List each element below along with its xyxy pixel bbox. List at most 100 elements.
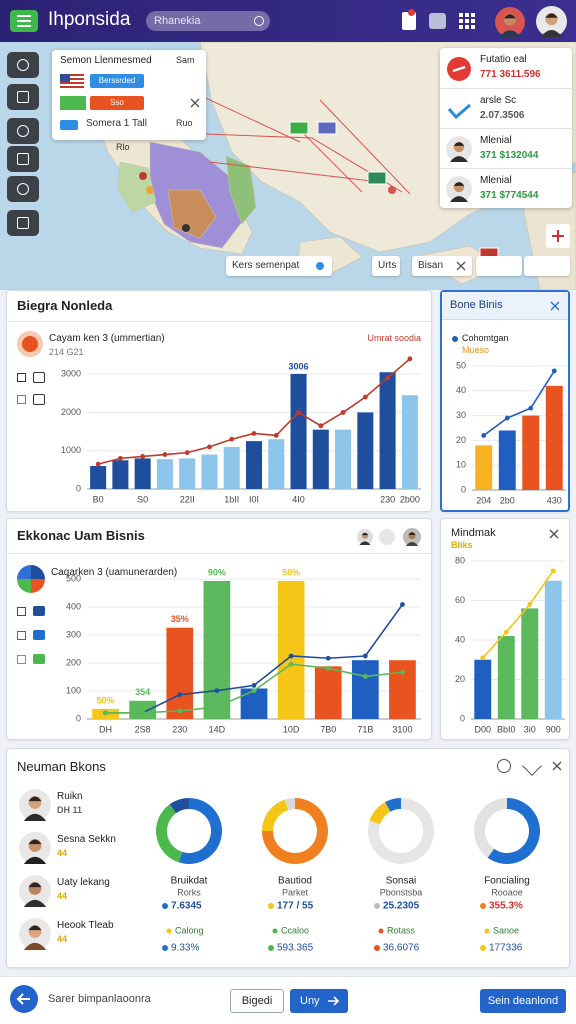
checkbox[interactable] [17, 373, 26, 382]
tag-value-dot [268, 945, 274, 951]
icon-slice [31, 565, 45, 579]
line-point [362, 674, 368, 679]
next-button[interactable] [379, 529, 395, 545]
flag-canton [60, 74, 70, 82]
line-point [140, 454, 146, 459]
donut-stat: 355.3% [489, 901, 523, 912]
tool-button[interactable] [7, 176, 39, 202]
card-title: Mindmak [451, 527, 496, 539]
tool-button[interactable] [7, 52, 39, 78]
tool-button[interactable] [7, 210, 39, 236]
y-tick-label: 0 [461, 484, 466, 494]
popup-button[interactable]: Sso [90, 96, 144, 110]
avatar-hair [453, 182, 465, 186]
settings-button[interactable] [497, 759, 511, 773]
close-icon[interactable] [549, 529, 559, 539]
map-search[interactable]: Kers semenpat [226, 256, 332, 276]
x-tick-label: 3i0 [524, 724, 536, 734]
line-point [273, 433, 279, 438]
info-list: Futatio eal 771 3611.596 arsle Sc 2.07.3506… [440, 48, 572, 208]
bar [90, 466, 107, 489]
menu-button[interactable] [10, 10, 38, 32]
bar [497, 636, 515, 719]
bar [379, 372, 396, 489]
chart-plot: 0 1000 2000 3000 B0 S0 22II 1bII I0I 4I0 230 2b00 30… [61, 356, 421, 504]
legend-icon [33, 606, 45, 616]
donut-tag: Ccaloo [281, 925, 309, 935]
checkbox[interactable] [17, 655, 26, 664]
bar-annotation: 35% [171, 614, 189, 624]
close-icon[interactable] [552, 761, 562, 771]
list-row[interactable]: arsle Sc 2.07.3506 [440, 88, 572, 128]
back-glyph [16, 993, 30, 1005]
line-point [251, 683, 257, 688]
filter-chip[interactable]: Urts [372, 256, 400, 276]
close-icon[interactable] [550, 301, 560, 311]
bar [389, 660, 416, 719]
apps-button[interactable] [459, 13, 475, 29]
chart-plot: 0 20 40 60 80 D00 BbI0 3i0 900 [455, 555, 565, 734]
x-tick-label: D00 [474, 724, 491, 734]
checkbox[interactable] [17, 607, 26, 616]
avatar [19, 789, 51, 821]
tag-value-dot [162, 945, 168, 951]
map-control[interactable] [476, 256, 522, 276]
x-tick-label: 2S8 [135, 724, 151, 734]
donut-tag: Rotass [387, 925, 416, 935]
tool-button[interactable] [7, 84, 39, 110]
back-button[interactable] [10, 985, 38, 1013]
avatar-body [23, 942, 47, 950]
list-value: 771 3611.596 [480, 69, 541, 80]
avatar-body [499, 30, 521, 37]
popup-button[interactable]: Berssrded [90, 74, 144, 88]
notification-button[interactable] [402, 9, 416, 30]
x-tick-label: S0 [137, 494, 148, 504]
bar [134, 458, 151, 489]
line-point [400, 669, 405, 675]
checkbox[interactable] [17, 631, 26, 640]
filter-chip[interactable]: Bisan [412, 256, 472, 276]
donut-segment [369, 802, 391, 825]
bar [314, 666, 342, 719]
line-point [214, 704, 220, 710]
x-tick-label: DH [99, 724, 112, 734]
donut-name: Foncialing [484, 876, 530, 887]
x-tick-label: 2b00 [400, 494, 420, 504]
donut-segment [156, 804, 183, 863]
zoom-button[interactable] [546, 224, 570, 248]
line-point [118, 455, 123, 461]
map-control[interactable] [524, 256, 570, 276]
line [483, 370, 555, 437]
stat-dot [162, 903, 168, 909]
y-tick-label: 40 [455, 634, 465, 644]
bar [335, 429, 352, 489]
footer-button[interactable]: Sein deanlond [480, 989, 566, 1013]
land [225, 155, 257, 225]
donut-segment [385, 798, 401, 812]
tool-button[interactable] [7, 118, 39, 144]
search-field[interactable]: Rhanekia [146, 11, 270, 31]
avatar [19, 875, 51, 907]
x-tick-label: 900 [546, 724, 561, 734]
map: Rlo Semon Llenmesmed Sam Berssrded Sso Somera… [0, 42, 576, 290]
map-label: Rlo [116, 142, 130, 152]
close-icon[interactable] [456, 261, 466, 271]
tool-button[interactable] [7, 146, 39, 172]
footer-button[interactable]: Uny [290, 989, 348, 1013]
donut-segment [262, 798, 328, 864]
check-button[interactable] [429, 13, 446, 29]
chart-icon [17, 565, 45, 593]
list-row[interactable]: Futatio eal 771 3611.596 [440, 48, 572, 88]
line-point [288, 661, 294, 667]
list-row[interactable]: Mlenial 371 $132044 [440, 128, 572, 168]
close-icon[interactable] [190, 98, 200, 108]
bottom-bar: Sarer bimpanlaoonra Bigedi Uny Sein deanlon… [0, 976, 576, 1024]
checkbox[interactable] [17, 395, 26, 404]
footer-button[interactable]: Bigedi [230, 989, 284, 1013]
chart-annotation: Umrat soodia [367, 333, 421, 343]
line-point [550, 568, 556, 574]
list-row[interactable]: Mlenial 371 $774544 [440, 168, 572, 208]
map-pin [182, 224, 190, 232]
avatar [495, 7, 525, 37]
person-name: Ruikn [57, 791, 83, 802]
